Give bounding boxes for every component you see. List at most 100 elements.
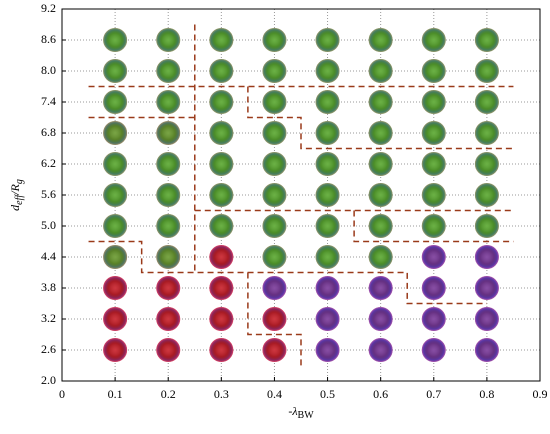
point-shade bbox=[421, 121, 446, 145]
point-shade bbox=[262, 307, 287, 331]
y-tick-label: 3.8 bbox=[41, 280, 56, 294]
point-shade bbox=[262, 152, 287, 176]
point-shade bbox=[368, 59, 393, 83]
point-shade bbox=[421, 183, 446, 207]
point-shade bbox=[156, 214, 181, 238]
x-axis-label: -λBW bbox=[288, 404, 314, 422]
point-shade bbox=[209, 59, 234, 83]
y-tick-label: 8.0 bbox=[41, 63, 56, 77]
point-shade bbox=[156, 276, 181, 300]
y-tick-label: 8.6 bbox=[41, 32, 56, 46]
point-shade bbox=[156, 307, 181, 331]
point-shade bbox=[315, 28, 340, 52]
point-shade bbox=[209, 152, 234, 176]
point-shade bbox=[421, 59, 446, 83]
x-tick-label: 0 bbox=[59, 387, 65, 401]
y-tick-label: 3.2 bbox=[41, 311, 56, 325]
x-label-main: -λ bbox=[288, 404, 297, 418]
point-shade bbox=[103, 307, 128, 331]
point-shade bbox=[315, 59, 340, 83]
point-shade bbox=[262, 121, 287, 145]
x-tick-label: 0.9 bbox=[533, 387, 548, 401]
point-shade bbox=[209, 121, 234, 145]
point-shade bbox=[262, 90, 287, 114]
point-shade bbox=[315, 245, 340, 269]
x-tick-label: 0.7 bbox=[426, 387, 441, 401]
point-shade bbox=[368, 152, 393, 176]
point-shade bbox=[421, 152, 446, 176]
x-tick-label: 0.6 bbox=[373, 387, 388, 401]
y-tick-label: 4.4 bbox=[41, 249, 56, 263]
x-tick-label: 0.2 bbox=[161, 387, 176, 401]
point-shade bbox=[209, 214, 234, 238]
y-tick-label: 2.6 bbox=[41, 342, 56, 356]
point-shade bbox=[209, 245, 234, 269]
boundary-line bbox=[247, 86, 514, 150]
point-shade bbox=[421, 338, 446, 362]
point-shade bbox=[156, 183, 181, 207]
point-shade bbox=[315, 307, 340, 331]
point-shade bbox=[209, 90, 234, 114]
y-tick-label: 5.0 bbox=[41, 218, 56, 232]
point-shade bbox=[156, 28, 181, 52]
point-shade bbox=[474, 90, 499, 114]
point-shade bbox=[421, 90, 446, 114]
point-shade bbox=[209, 338, 234, 362]
point-shade bbox=[474, 276, 499, 300]
point-shade bbox=[368, 276, 393, 300]
point-shade bbox=[368, 338, 393, 362]
boundary-line bbox=[353, 210, 514, 243]
point-shade bbox=[103, 152, 128, 176]
point-shade bbox=[262, 28, 287, 52]
point-shade bbox=[209, 28, 234, 52]
point-shade bbox=[368, 121, 393, 145]
y-label-sub2: g bbox=[14, 179, 25, 184]
point-shade bbox=[262, 276, 287, 300]
point-shade bbox=[315, 338, 340, 362]
point-shade bbox=[474, 28, 499, 52]
point-shade bbox=[315, 121, 340, 145]
x-tick-label: 0.5 bbox=[320, 387, 335, 401]
y-label-main: d bbox=[8, 204, 22, 211]
y-tick-label: 9.2 bbox=[41, 1, 56, 15]
point-shade bbox=[156, 245, 181, 269]
point-shade bbox=[209, 307, 234, 331]
point-shade bbox=[315, 214, 340, 238]
x-tick-label: 0.4 bbox=[267, 387, 282, 401]
point-shade bbox=[262, 183, 287, 207]
point-shade bbox=[368, 90, 393, 114]
point-shade bbox=[103, 276, 128, 300]
point-shade bbox=[262, 338, 287, 362]
point-shade bbox=[156, 338, 181, 362]
point-shade bbox=[156, 121, 181, 145]
y-tick-label: 7.4 bbox=[41, 94, 56, 108]
point-shade bbox=[209, 276, 234, 300]
point-shade bbox=[156, 152, 181, 176]
x-tick-label: 0.3 bbox=[214, 387, 229, 401]
y-tick-label: 6.2 bbox=[41, 156, 56, 170]
point-shade bbox=[474, 183, 499, 207]
point-shade bbox=[103, 214, 128, 238]
point-shade bbox=[156, 90, 181, 114]
y-tick-label: 5.6 bbox=[41, 187, 56, 201]
point-shade bbox=[474, 121, 499, 145]
point-shade bbox=[103, 28, 128, 52]
point-shade bbox=[262, 59, 287, 83]
y-label-main2: /R bbox=[8, 184, 22, 196]
point-shade bbox=[421, 276, 446, 300]
point-shade bbox=[474, 59, 499, 83]
point-shade bbox=[421, 28, 446, 52]
point-shade bbox=[315, 90, 340, 114]
x-tick-label: 0.8 bbox=[479, 387, 494, 401]
point-shade bbox=[421, 307, 446, 331]
point-shade bbox=[315, 183, 340, 207]
point-shade bbox=[156, 59, 181, 83]
point-shade bbox=[262, 245, 287, 269]
point-shade bbox=[474, 152, 499, 176]
point-shade bbox=[209, 183, 234, 207]
point-shade bbox=[474, 214, 499, 238]
point-shade bbox=[474, 245, 499, 269]
point-shade bbox=[103, 90, 128, 114]
boundary-line bbox=[247, 272, 302, 366]
